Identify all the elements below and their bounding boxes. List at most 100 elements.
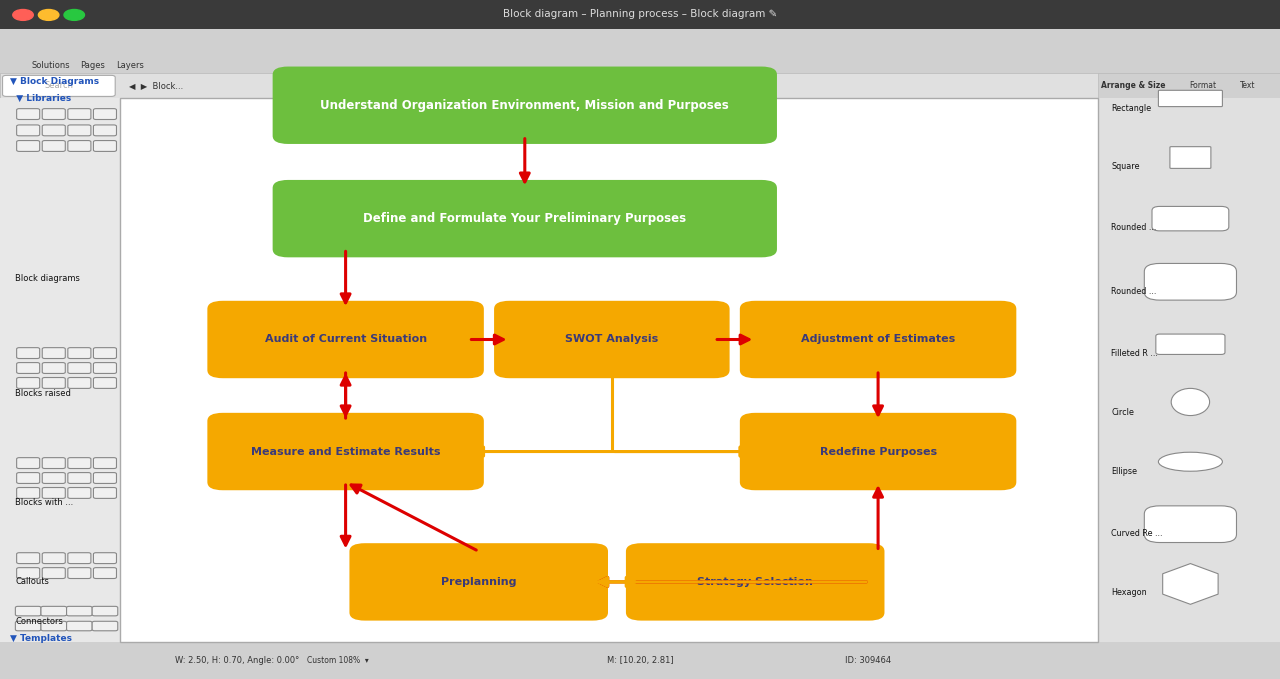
Text: Ellipse: Ellipse [1111, 467, 1137, 477]
FancyBboxPatch shape [68, 363, 91, 373]
FancyBboxPatch shape [93, 348, 116, 359]
FancyBboxPatch shape [93, 363, 116, 373]
Text: Connectors: Connectors [15, 617, 63, 626]
FancyBboxPatch shape [15, 606, 41, 616]
FancyBboxPatch shape [93, 568, 116, 579]
FancyBboxPatch shape [0, 0, 1280, 29]
Text: Search: Search [45, 81, 73, 90]
Ellipse shape [1158, 452, 1222, 471]
FancyBboxPatch shape [68, 553, 91, 564]
FancyBboxPatch shape [68, 125, 91, 136]
FancyBboxPatch shape [17, 568, 40, 579]
FancyBboxPatch shape [68, 458, 91, 469]
FancyBboxPatch shape [42, 488, 65, 498]
Text: Blocks raised: Blocks raised [15, 389, 72, 399]
FancyBboxPatch shape [93, 488, 116, 498]
FancyBboxPatch shape [42, 458, 65, 469]
FancyBboxPatch shape [17, 125, 40, 136]
Text: Block diagram – Planning process – Block diagram ✎: Block diagram – Planning process – Block… [503, 10, 777, 19]
Text: Callouts: Callouts [15, 577, 49, 587]
FancyBboxPatch shape [17, 109, 40, 120]
FancyBboxPatch shape [92, 606, 118, 616]
Text: Custom 108%  ▾: Custom 108% ▾ [307, 656, 369, 665]
FancyBboxPatch shape [93, 553, 116, 564]
Text: Preplanning: Preplanning [442, 577, 516, 587]
FancyBboxPatch shape [68, 568, 91, 579]
FancyBboxPatch shape [93, 473, 116, 483]
Text: SWOT Analysis: SWOT Analysis [566, 335, 658, 344]
Text: Adjustment of Estimates: Adjustment of Estimates [801, 335, 955, 344]
FancyBboxPatch shape [0, 29, 1280, 73]
FancyBboxPatch shape [42, 473, 65, 483]
FancyBboxPatch shape [17, 473, 40, 483]
Text: W: 2.50, H: 0.70, Angle: 0.00°: W: 2.50, H: 0.70, Angle: 0.00° [174, 656, 300, 665]
Text: Format: Format [1189, 81, 1217, 90]
FancyBboxPatch shape [1152, 206, 1229, 231]
FancyBboxPatch shape [93, 378, 116, 388]
FancyBboxPatch shape [273, 67, 777, 144]
Text: ▼ Block Diagrams: ▼ Block Diagrams [10, 77, 100, 86]
FancyBboxPatch shape [42, 553, 65, 564]
Text: ▼ Libraries: ▼ Libraries [10, 94, 72, 103]
FancyBboxPatch shape [42, 378, 65, 388]
Text: Arrange & Size: Arrange & Size [1101, 81, 1165, 90]
FancyBboxPatch shape [42, 363, 65, 373]
FancyBboxPatch shape [41, 621, 67, 631]
FancyBboxPatch shape [42, 125, 65, 136]
FancyBboxPatch shape [42, 109, 65, 120]
Text: M: [10.20, 2.81]: M: [10.20, 2.81] [607, 656, 673, 665]
FancyBboxPatch shape [42, 141, 65, 151]
FancyBboxPatch shape [15, 621, 41, 631]
Text: Pages: Pages [79, 60, 105, 70]
Text: Understand Organization Environment, Mission and Purposes: Understand Organization Environment, Mis… [320, 98, 730, 112]
Text: Rounded ...: Rounded ... [1111, 287, 1156, 297]
Text: Circle: Circle [1111, 407, 1134, 417]
Text: Redefine Purposes: Redefine Purposes [819, 447, 937, 456]
FancyBboxPatch shape [93, 458, 116, 469]
FancyBboxPatch shape [0, 98, 120, 642]
Text: Blocks with ...: Blocks with ... [15, 498, 74, 507]
FancyBboxPatch shape [17, 348, 40, 359]
FancyBboxPatch shape [17, 363, 40, 373]
FancyBboxPatch shape [3, 75, 115, 96]
Text: Audit of Current Situation: Audit of Current Situation [265, 335, 426, 344]
FancyBboxPatch shape [740, 413, 1016, 490]
FancyBboxPatch shape [42, 568, 65, 579]
FancyBboxPatch shape [68, 473, 91, 483]
FancyBboxPatch shape [1098, 98, 1280, 642]
FancyBboxPatch shape [626, 543, 884, 621]
FancyBboxPatch shape [41, 606, 67, 616]
FancyBboxPatch shape [68, 141, 91, 151]
FancyBboxPatch shape [17, 488, 40, 498]
Text: Measure and Estimate Results: Measure and Estimate Results [251, 447, 440, 456]
FancyBboxPatch shape [494, 301, 730, 378]
FancyBboxPatch shape [67, 621, 92, 631]
FancyBboxPatch shape [1098, 73, 1280, 98]
Text: Text: Text [1240, 81, 1256, 90]
FancyBboxPatch shape [207, 413, 484, 490]
Polygon shape [1162, 564, 1219, 604]
Text: Rectangle: Rectangle [1111, 104, 1151, 113]
FancyBboxPatch shape [93, 125, 116, 136]
FancyBboxPatch shape [17, 458, 40, 469]
FancyBboxPatch shape [17, 141, 40, 151]
Text: Block diagrams: Block diagrams [15, 274, 81, 283]
FancyBboxPatch shape [67, 606, 92, 616]
Ellipse shape [1171, 388, 1210, 416]
FancyBboxPatch shape [68, 488, 91, 498]
Text: Square: Square [1111, 162, 1139, 171]
FancyBboxPatch shape [93, 141, 116, 151]
Text: Strategy Selection: Strategy Selection [698, 577, 813, 587]
FancyBboxPatch shape [0, 642, 1280, 679]
FancyBboxPatch shape [68, 378, 91, 388]
FancyBboxPatch shape [1144, 506, 1236, 543]
Text: Layers: Layers [116, 60, 145, 70]
Text: Filleted R ...: Filleted R ... [1111, 348, 1158, 358]
Text: Solutions: Solutions [32, 60, 70, 70]
FancyBboxPatch shape [207, 301, 484, 378]
Text: ID: 309464: ID: 309464 [845, 656, 891, 665]
FancyBboxPatch shape [42, 348, 65, 359]
Text: Curved Re ...: Curved Re ... [1111, 528, 1162, 538]
FancyBboxPatch shape [349, 543, 608, 621]
Text: ◀  ▶  Block...: ◀ ▶ Block... [129, 81, 183, 90]
